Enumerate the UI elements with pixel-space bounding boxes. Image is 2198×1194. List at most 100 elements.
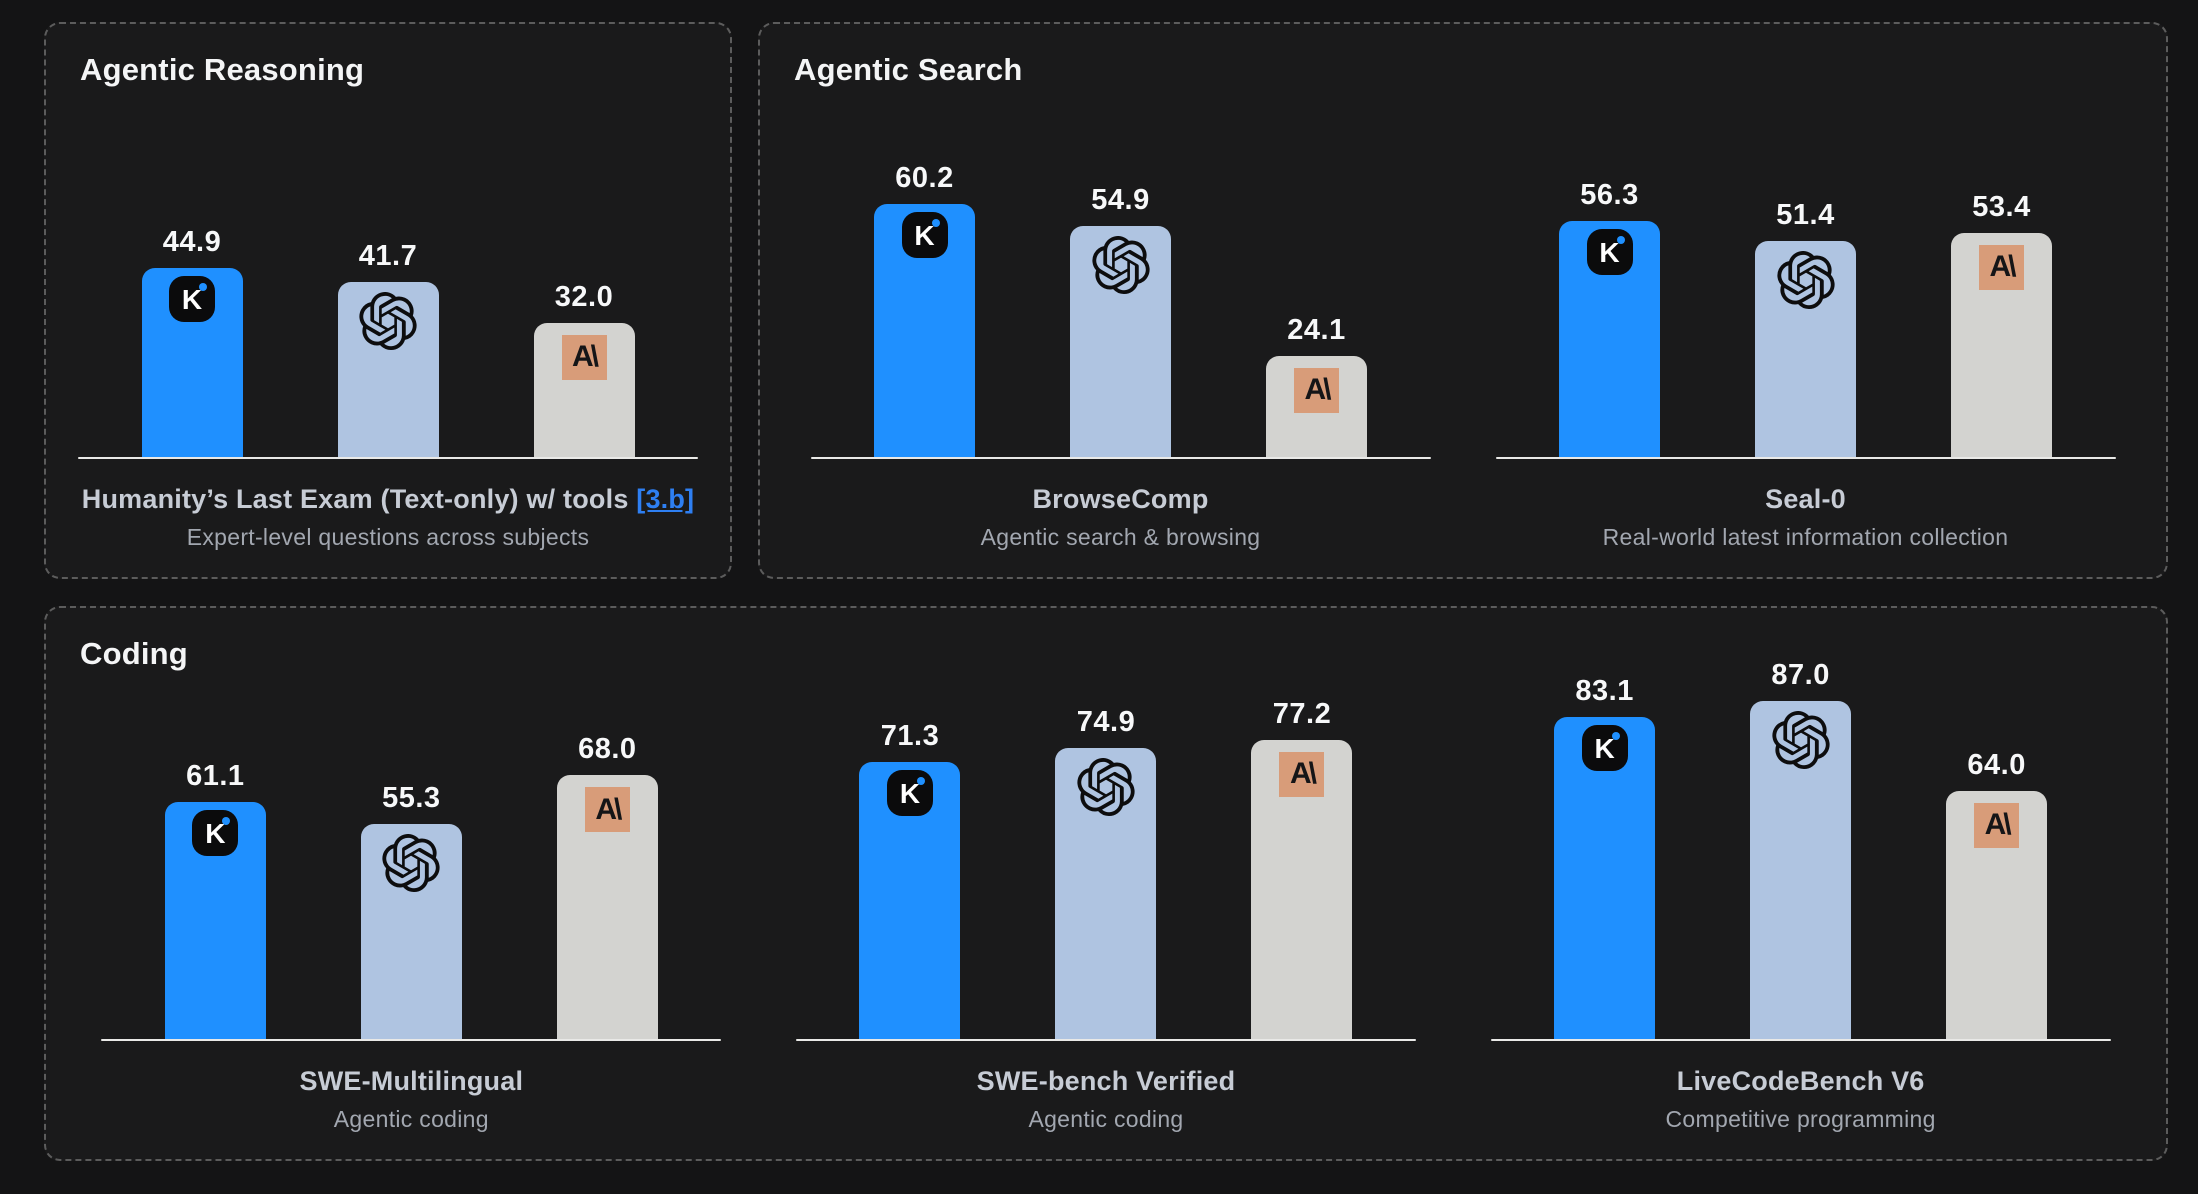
kimi-k2-logo-icon: K [886,770,933,817]
x-axis-line [101,1039,722,1041]
value-label-kimi-k2: 71.3 [880,720,940,753]
openai-logo-icon [1077,758,1135,817]
benchmark-name: Humanity’s Last Exam (Text-only) w/ tool… [82,484,695,515]
value-label-kimi-k2: 83.1 [1575,674,1634,707]
benchmark-name: SWE-bench Verified [977,1066,1236,1097]
bar-group-openai: 74.9 [1055,706,1157,1039]
footnote-link[interactable]: [3.b] [636,484,695,514]
panel-coding: Coding 61.1 K 55.3 68.0 A\ SWE-Multilingual Ag… [44,606,2168,1161]
kimi-k-letter: K [914,220,935,252]
bar-kimi-k2: K [1559,220,1660,457]
openai-logo-icon [382,834,440,893]
benchmark-subtitle: Agentic search & browsing [980,524,1261,550]
bar-group-openai: 51.4 [1755,199,1856,457]
x-axis-line [78,457,698,459]
value-label-kimi-k2: 60.2 [895,162,954,195]
kimi-k2-logo-icon: K [901,212,948,259]
benchmark-name-text: LiveCodeBench V6 [1676,1066,1925,1096]
charts-row: 61.1 K 55.3 68.0 A\ SWE-Multilingual Agentic c… [46,608,2166,1159]
benchmark-name: BrowseComp [1032,484,1208,515]
bar-group-anthropic: 53.4 A\ [1951,191,2052,457]
panel-title-agentic-search: Agentic Search [794,52,1023,87]
benchmark-subtitle: Agentic coding [1028,1106,1184,1132]
anthropic-logo-icon: A\ [1979,244,2024,290]
benchmark-name: LiveCodeBench V6 [1677,1066,1925,1097]
benchmark-subtitle: Expert-level questions across subjects [186,524,590,550]
kimi-dot [1611,731,1620,740]
chart-swe-bench-verified: 71.3 K 74.9 77.2 A\ SWE-bench Verified Agentic… [795,653,1416,1133]
bar-group-openai: 41.7 [337,239,439,457]
bar-openai [1055,748,1157,1039]
benchmark-subtitle: Agentic coding [333,1106,489,1132]
bar-group-anthropic: 64.0 A\ [1946,748,2048,1039]
benchmark-name-text: SWE-Multilingual [299,1066,524,1096]
chart-livecodebench-v6: 83.1 K 87.0 64.0 A\ LiveCodeBench V6 Competiti… [1490,653,2111,1133]
kimi-dot [199,283,207,292]
kimi-k-letter: K [181,284,203,316]
kimi-k2-logo-icon: K [169,276,215,323]
x-axis-line [795,1039,1416,1041]
value-label-openai: 87.0 [1771,659,1830,692]
value-label-anthropic: 68.0 [578,733,637,766]
bar-group-anthropic: 24.1 A\ [1266,314,1367,457]
charts-row: 44.9 K 41.7 32.0 A\ Humanity’s Last Exam (Tex… [46,24,730,577]
value-label-anthropic: 32.0 [554,280,614,313]
x-axis-line [1490,1039,2111,1041]
value-label-anthropic: 77.2 [1272,697,1332,730]
value-label-openai: 51.4 [1776,199,1835,232]
openai-logo-icon [1772,711,1830,770]
chart-swe-multilingual: 61.1 K 55.3 68.0 A\ SWE-Multilingual Agentic c… [101,653,722,1133]
charts-row: 60.2 K 54.9 24.1 A\ BrowseComp Agentic search … [760,24,2166,577]
chart-humanity-s-last-exam-text-only-w-tools: 44.9 K 41.7 32.0 A\ Humanity’s Last Exam (Tex… [78,155,698,551]
benchmark-subtitle: Real-world latest information collection [1602,524,2009,550]
value-label-anthropic: 24.1 [1287,313,1346,346]
kimi-k-letter: K [899,778,921,810]
benchmark-name-text: BrowseComp [1032,484,1209,514]
panel-title-coding: Coding [80,636,188,671]
bar-kimi-k2: K [141,268,243,457]
anthropic-logo-icon: A\ [1974,802,2020,848]
top-panels-row: Agentic Reasoning 44.9 K 41.7 32.0 A\ Humanit… [44,22,2168,579]
bar-anthropic: A\ [1266,355,1367,457]
value-label-openai: 41.7 [358,239,418,272]
bar-kimi-k2: K [1554,716,1656,1039]
benchmark-subtitle: Competitive programming [1665,1106,1936,1132]
bar-kimi-k2: K [164,801,266,1039]
kimi-k2-logo-icon: K [1586,228,1633,275]
value-label-kimi-k2: 61.1 [186,759,245,792]
kimi-k2-logo-icon: K [192,809,239,856]
openai-logo-icon [1091,236,1150,295]
panel-title-agentic-reasoning: Agentic Reasoning [80,52,365,87]
value-label-anthropic: 64.0 [1967,748,2026,781]
kimi-dot [931,219,940,228]
anthropic-logo-icon: A\ [1279,751,1325,797]
benchmark-name-text: Seal-0 [1765,484,1846,514]
value-label-anthropic: 53.4 [1972,190,2031,223]
bar-kimi-k2: K [874,204,975,457]
bar-group-kimi-k2: 61.1 K [164,759,266,1039]
bar-group-openai: 87.0 [1750,659,1852,1039]
bar-anthropic: A\ [1946,790,2048,1039]
openai-logo-icon [1776,251,1835,310]
kimi-k-letter: K [1599,236,1620,268]
kimi-k-letter: K [205,817,226,849]
bar-group-openai: 55.3 [360,782,462,1039]
value-label-openai: 74.9 [1076,706,1136,739]
bar-openai [1750,701,1852,1039]
benchmark-name-text: Humanity’s Last Exam (Text-only) w/ tool… [81,484,629,514]
kimi-dot [916,777,925,786]
x-axis-line [1495,457,2116,459]
bar-openai [1070,226,1171,457]
chart-seal-0: 56.3 K 51.4 53.4 A\ Seal-0 Real-world latest i… [1495,155,2116,551]
anthropic-logo-icon: A\ [561,334,607,380]
anthropic-logo-icon: A\ [584,787,630,833]
openai-logo-icon [359,291,417,350]
bar-anthropic: A\ [533,322,635,457]
chart-browsecomp: 60.2 K 54.9 24.1 A\ BrowseComp Agentic search … [810,155,1431,551]
bar-group-openai: 54.9 [1070,184,1171,457]
plot-area: 71.3 K 74.9 77.2 A\ [796,653,1416,1039]
benchmark-name-text: SWE-bench Verified [976,1066,1236,1096]
kimi-dot [222,816,231,825]
bar-group-kimi-k2: 60.2 K [874,162,975,457]
anthropic-logo-icon: A\ [1294,367,1339,413]
